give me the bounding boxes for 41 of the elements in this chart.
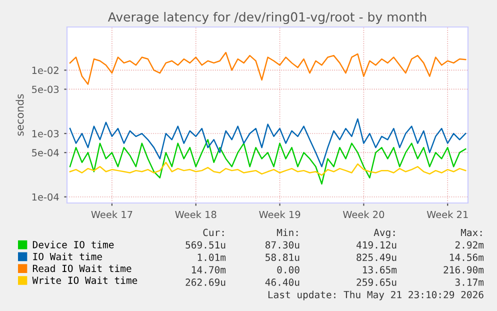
text: 46.40u — [265, 278, 300, 286]
legend-label: Read IO Wait time — [32, 264, 132, 272]
text: 825.49u — [356, 254, 396, 262]
x-tick-label: Week 17 — [91, 210, 132, 218]
line-series — [69, 118, 466, 168]
text: 569.51u — [186, 241, 226, 249]
text: Min: — [276, 228, 298, 236]
x-tick-label: Week 18 — [175, 210, 216, 218]
text: 419.12u — [356, 241, 396, 249]
legend-label: Write IO Wait time — [32, 276, 138, 284]
text: 58.81u — [266, 254, 300, 262]
text: Cur: — [203, 228, 224, 236]
text: 3.17m — [455, 278, 484, 286]
y-tick-label: 1e-03 — [32, 130, 59, 138]
text: 87.30u — [266, 241, 300, 249]
text: 13.65m — [363, 266, 397, 274]
text: 2.92m — [455, 241, 484, 249]
text: Avg: — [374, 228, 395, 238]
chart-title: Average latency for /dev/ring01-vg/root - by month — [108, 12, 426, 24]
x-tick-label: Week 21 — [426, 210, 468, 218]
x-tick-label: Week 19 — [259, 210, 300, 218]
text: Max: — [460, 228, 482, 236]
text: 262.69u — [186, 278, 226, 286]
text: 14.56m — [450, 254, 484, 262]
y-tick-label: 5e-03 — [32, 86, 59, 94]
x-tick-label: Week 20 — [342, 210, 384, 218]
text: 1.01m — [198, 254, 226, 262]
text: 14.70m — [192, 266, 226, 274]
text: 216.90m — [444, 266, 484, 274]
text: 259.65u — [356, 278, 396, 286]
y-tick-label: 1e-04 — [32, 193, 59, 201]
y-axis-title: seconds — [16, 94, 24, 136]
line-series — [69, 162, 466, 176]
text: Last update: Thu May 21 23:10:29 2026 — [268, 290, 484, 300]
y-tick-label: 5e-04 — [32, 149, 59, 156]
text: 0.00 — [277, 266, 300, 274]
legend-label: IO Wait time — [33, 252, 102, 260]
y-tick-label: 1e-02 — [32, 66, 58, 74]
line-series — [69, 52, 466, 85]
legend-label: Device IO time — [32, 240, 114, 248]
line-series — [69, 139, 466, 185]
